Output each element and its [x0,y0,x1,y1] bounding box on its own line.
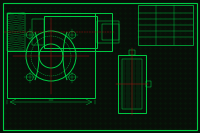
Bar [138,5,193,45]
Bar [7,13,112,51]
Bar [97,21,119,43]
Bar [118,55,146,113]
Bar [7,13,95,98]
Bar [102,24,119,40]
Bar [44,16,97,48]
Bar [7,13,25,51]
Bar [122,59,142,109]
Bar [32,19,44,45]
Bar [146,81,151,87]
Bar [129,50,135,55]
